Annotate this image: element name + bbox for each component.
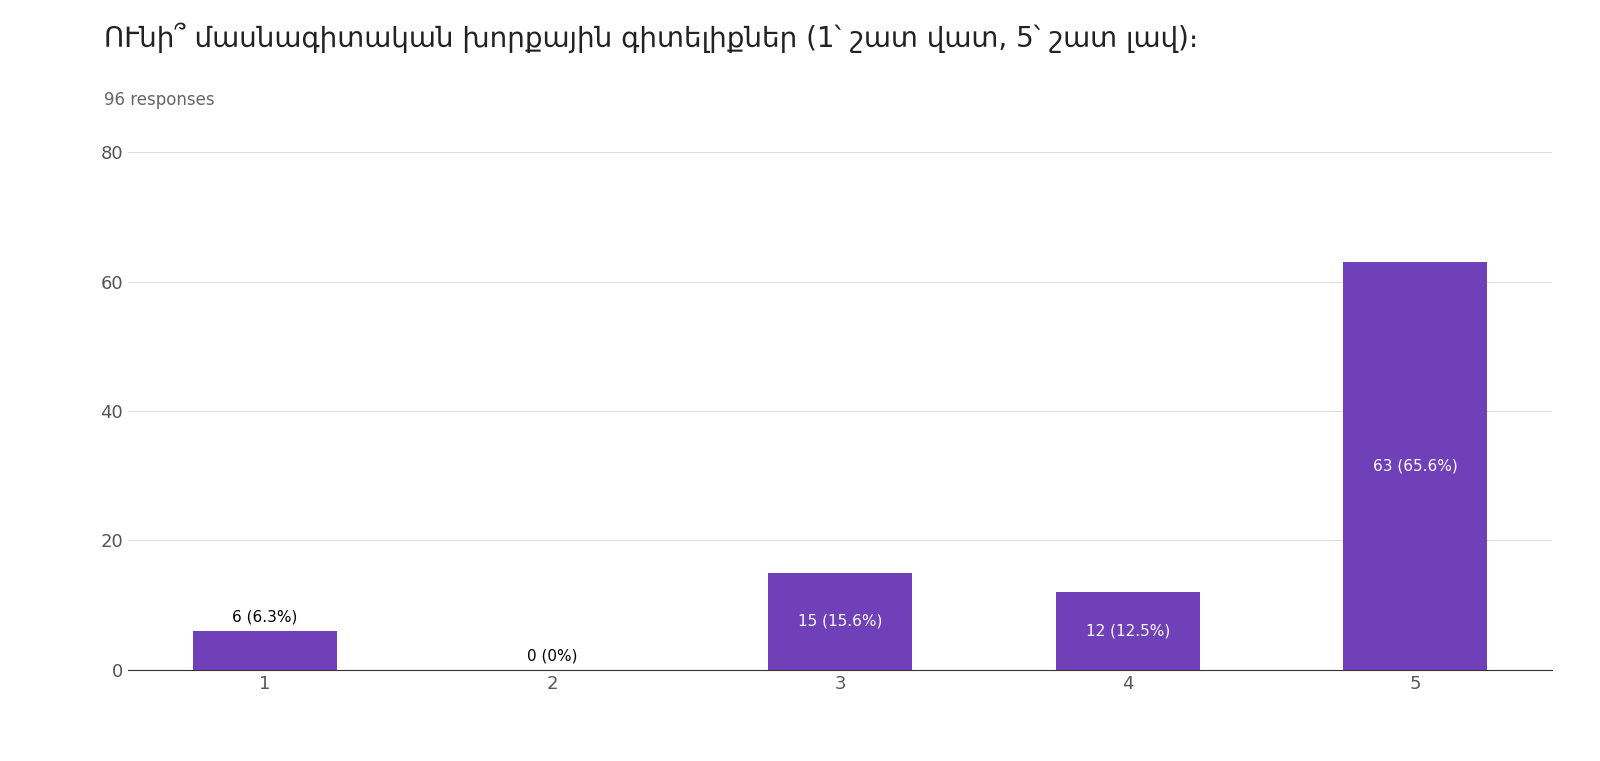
Text: 63 (65.6%): 63 (65.6%) (1373, 458, 1458, 473)
Bar (1344, 262, 1488, 670)
Bar (192, 631, 336, 670)
Bar (1056, 592, 1200, 670)
Text: 15 (15.6%): 15 (15.6%) (798, 613, 882, 629)
Bar (768, 572, 912, 670)
Text: 6 (6.3%): 6 (6.3%) (232, 610, 298, 624)
Text: 96 responses: 96 responses (104, 91, 214, 110)
Text: ՈՒնի՞ մասնագիտական խորքային գիտելիքներ (1՝ շատ վատ, 5՝ շատ լավ)։: ՈՒնի՞ մասնագիտական խորքային գիտելիքներ (… (104, 23, 1198, 53)
Text: 0 (0%): 0 (0%) (526, 648, 578, 663)
Text: 12 (12.5%): 12 (12.5%) (1085, 623, 1170, 638)
